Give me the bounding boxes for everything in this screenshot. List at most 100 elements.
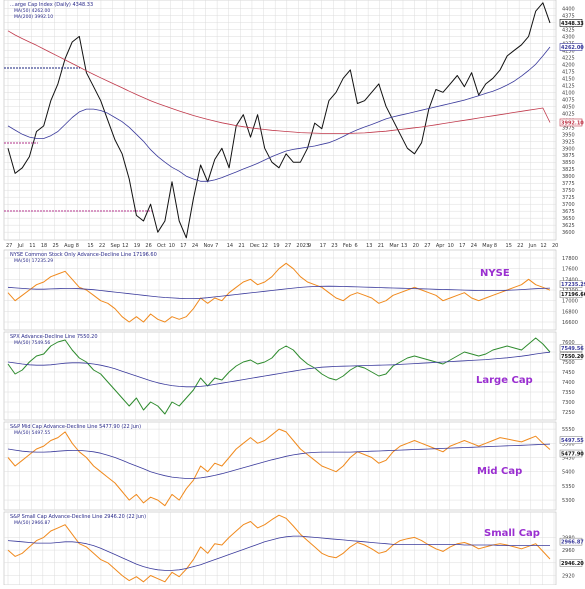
series-ma50 bbox=[7, 535, 550, 571]
y-tick-label: 4175 bbox=[562, 69, 575, 75]
y-tick-label: 5400 bbox=[562, 470, 575, 476]
y-tick-label: 16800 bbox=[562, 309, 578, 315]
x-tick-label: 13 bbox=[401, 243, 407, 249]
y-tick-label: 4250 bbox=[562, 48, 575, 54]
value-badge bbox=[559, 290, 583, 298]
x-tick-label: 17 bbox=[459, 243, 465, 249]
x-tick-label: 10 bbox=[169, 243, 175, 249]
value-badge bbox=[559, 352, 583, 360]
y-tick-label: 5500 bbox=[562, 441, 575, 447]
y-tick-label: 5450 bbox=[562, 455, 575, 461]
y-tick-label: 4300 bbox=[562, 34, 575, 40]
value-badge bbox=[559, 537, 583, 546]
y-tick-label: 3625 bbox=[562, 223, 575, 229]
x-tick-label: 15 bbox=[506, 243, 512, 249]
series-ma200 bbox=[7, 30, 551, 134]
x-tick-label: 27 bbox=[6, 243, 12, 249]
y-tick-label: 3775 bbox=[562, 181, 575, 187]
y-tick-label: 17600 bbox=[562, 267, 578, 273]
chart-panel-3: 5300 5350 5400 5450 5500 5550 S&P Mid Cap Adva… bbox=[3, 421, 584, 511]
x-tick-label: Feb bbox=[343, 243, 352, 249]
y-tick-label: 16600 bbox=[562, 320, 578, 326]
panel-frame bbox=[3, 331, 557, 421]
value-badge-text: 2946.20 bbox=[561, 561, 584, 567]
panel-title: S&P Mid Cap Advance-Decline Line 5477.90… bbox=[10, 424, 141, 430]
x-tick-label: 22 bbox=[99, 243, 105, 249]
value-badge-text: 5477.90 bbox=[561, 452, 584, 458]
series-ma50 bbox=[7, 285, 551, 299]
x-tick-label: Jul bbox=[17, 243, 24, 249]
value-badge bbox=[559, 118, 583, 127]
y-tick-label: 2920 bbox=[562, 573, 575, 579]
value-badge-text: 17196.60 bbox=[561, 292, 585, 298]
y-tick-label: 17000 bbox=[562, 299, 578, 305]
x-tick-label: 8 bbox=[76, 243, 79, 249]
x-tick-label: Oct bbox=[157, 243, 166, 249]
x-tick-label: 25 bbox=[52, 243, 58, 249]
y-tick-label: 3650 bbox=[562, 216, 575, 222]
series-ma50 bbox=[7, 46, 551, 182]
y-tick-label: 3750 bbox=[562, 188, 575, 194]
y-tick-label: 3900 bbox=[562, 146, 575, 152]
series-ma50 bbox=[7, 443, 551, 479]
x-tick-label: 11 bbox=[29, 243, 35, 249]
y-tick-label: 3725 bbox=[562, 195, 575, 201]
x-tick-label: 23 bbox=[331, 243, 337, 249]
x-tick-label: 19 bbox=[273, 243, 279, 249]
series-orange bbox=[7, 514, 551, 583]
y-tick-label: 3875 bbox=[562, 153, 575, 159]
value-badge-text: 7549.56 bbox=[561, 346, 584, 352]
series-green bbox=[7, 337, 551, 415]
y-tick-label: 7600 bbox=[562, 340, 575, 346]
panel-title: SPX Advance-Decline Line 7550.20 bbox=[10, 334, 98, 340]
y-tick-label: 7400 bbox=[562, 380, 575, 386]
y-tick-label: 3925 bbox=[562, 139, 575, 145]
x-tick-label: 17 bbox=[320, 243, 326, 249]
x-tick-label: Aug bbox=[64, 243, 74, 249]
x-tick-label: 21 bbox=[378, 243, 384, 249]
panel-title: NYSE Common Stock Only Advance-Decline L… bbox=[10, 252, 157, 258]
value-badge-text: 17235.29 bbox=[561, 282, 585, 288]
y-tick-label: 3825 bbox=[562, 167, 575, 173]
x-tick-label: 27 bbox=[285, 243, 291, 249]
x-tick-label: Sep bbox=[111, 243, 120, 249]
value-badge-text: 2966.87 bbox=[561, 540, 584, 546]
y-tick-label: 7350 bbox=[562, 390, 575, 396]
x-tick-label: 9 bbox=[308, 243, 311, 249]
series-orange bbox=[7, 262, 551, 323]
chart-panel-1: 16600168001700017200174001760017800NYSE … bbox=[3, 249, 585, 331]
y-tick-label: 7300 bbox=[562, 400, 575, 406]
x-tick-label: 20 bbox=[413, 243, 419, 249]
value-badge-text: 4262.00 bbox=[561, 45, 584, 51]
x-tick-label: 6 bbox=[355, 243, 358, 249]
y-tick-label: 4075 bbox=[562, 97, 575, 103]
x-tick-label: 20 bbox=[552, 243, 558, 249]
overlay-label: NYSE bbox=[480, 268, 510, 279]
y-tick-label: 7250 bbox=[562, 410, 575, 416]
y-tick-label: 2960 bbox=[562, 548, 575, 554]
x-tick-label: 10 bbox=[447, 243, 453, 249]
value-badge-text: 4348.33 bbox=[561, 21, 584, 27]
x-tick-label: 12 bbox=[122, 243, 128, 249]
x-tick-label: 24 bbox=[192, 243, 198, 249]
y-tick-label: 4325 bbox=[562, 27, 575, 33]
value-badge bbox=[559, 19, 583, 27]
x-tick-label: 19 bbox=[134, 243, 140, 249]
y-tick-label: 3950 bbox=[562, 132, 575, 138]
x-tick-label: 14 bbox=[227, 243, 233, 249]
value-badge bbox=[559, 449, 583, 458]
panel-title: S&P Small Cap Advance-Decline Line 2946.… bbox=[10, 514, 146, 520]
y-tick-label: 5300 bbox=[562, 498, 575, 504]
panel-legend: MA(50) 7549.56 bbox=[14, 340, 50, 346]
x-tick-label: 22 bbox=[517, 243, 523, 249]
value-badge bbox=[559, 280, 583, 288]
x-tick-label: 21 bbox=[238, 243, 244, 249]
x-tick-label: Mar bbox=[389, 243, 399, 249]
x-tick-label: Dec bbox=[250, 243, 260, 249]
y-tick-label: 3675 bbox=[562, 209, 575, 215]
x-tick-label: 18 bbox=[41, 243, 47, 249]
value-badge bbox=[559, 344, 583, 352]
x-tick-label: 26 bbox=[145, 243, 151, 249]
value-badge bbox=[559, 436, 583, 444]
